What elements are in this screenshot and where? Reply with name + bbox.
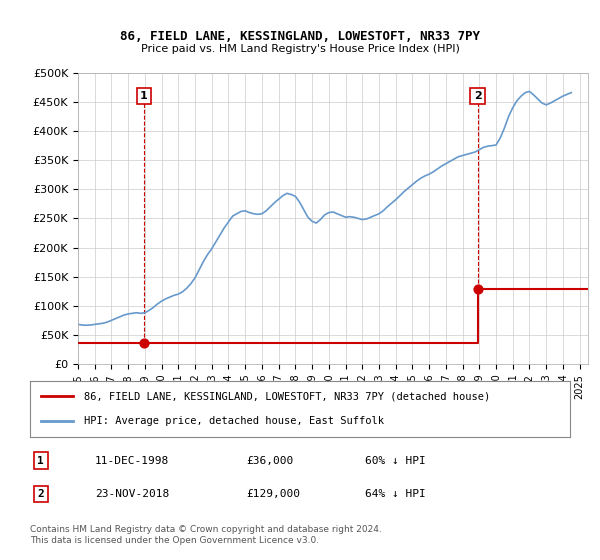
Text: 60% ↓ HPI: 60% ↓ HPI [365,456,425,466]
Text: 1: 1 [140,91,148,101]
Text: HPI: Average price, detached house, East Suffolk: HPI: Average price, detached house, East… [84,416,384,426]
Text: 2: 2 [37,489,44,499]
Point [139,339,149,348]
Text: 86, FIELD LANE, KESSINGLAND, LOWESTOFT, NR33 7PY: 86, FIELD LANE, KESSINGLAND, LOWESTOFT, … [120,30,480,43]
Text: 86, FIELD LANE, KESSINGLAND, LOWESTOFT, NR33 7PY (detached house): 86, FIELD LANE, KESSINGLAND, LOWESTOFT, … [84,391,490,402]
Text: £129,000: £129,000 [246,489,300,499]
Text: 64% ↓ HPI: 64% ↓ HPI [365,489,425,499]
Text: 11-DEC-1998: 11-DEC-1998 [95,456,169,466]
Text: Price paid vs. HM Land Registry's House Price Index (HPI): Price paid vs. HM Land Registry's House … [140,44,460,54]
Text: 23-NOV-2018: 23-NOV-2018 [95,489,169,499]
Text: £36,000: £36,000 [246,456,293,466]
Text: 1: 1 [37,456,44,466]
Text: This data is licensed under the Open Government Licence v3.0.: This data is licensed under the Open Gov… [30,536,319,545]
Point [473,284,482,293]
Text: 2: 2 [474,91,482,101]
Text: Contains HM Land Registry data © Crown copyright and database right 2024.: Contains HM Land Registry data © Crown c… [30,525,382,534]
